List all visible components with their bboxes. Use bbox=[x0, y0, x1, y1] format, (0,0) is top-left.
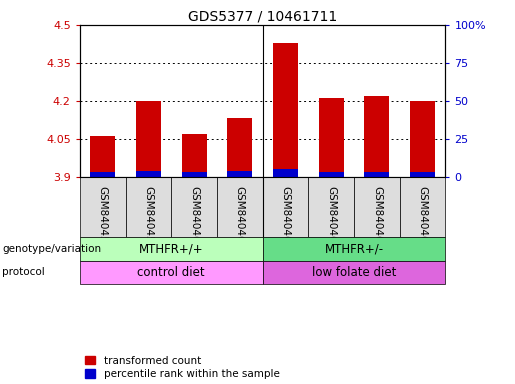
Bar bbox=[181, 134, 207, 177]
Bar bbox=[136, 170, 161, 177]
Bar bbox=[364, 96, 389, 177]
Text: GSM840460: GSM840460 bbox=[189, 186, 199, 249]
Bar bbox=[227, 170, 252, 177]
Text: low folate diet: low folate diet bbox=[312, 266, 396, 279]
Text: GSM840464: GSM840464 bbox=[372, 186, 382, 249]
Bar bbox=[319, 98, 344, 177]
Legend: transformed count, percentile rank within the sample: transformed count, percentile rank withi… bbox=[85, 356, 280, 379]
Bar bbox=[136, 101, 161, 177]
Bar bbox=[400, 177, 445, 237]
Bar bbox=[171, 177, 217, 237]
Title: GDS5377 / 10461711: GDS5377 / 10461711 bbox=[188, 10, 337, 24]
Bar bbox=[263, 177, 308, 237]
Text: GSM840458: GSM840458 bbox=[98, 186, 108, 249]
Text: MTHFR+/-: MTHFR+/- bbox=[324, 243, 384, 255]
Bar bbox=[410, 101, 435, 177]
Bar bbox=[273, 43, 298, 177]
Bar bbox=[181, 172, 207, 177]
Bar bbox=[227, 119, 252, 177]
Bar bbox=[217, 177, 263, 237]
Text: control diet: control diet bbox=[138, 266, 205, 279]
Text: GSM840462: GSM840462 bbox=[281, 186, 290, 249]
Text: GSM840465: GSM840465 bbox=[418, 186, 427, 249]
Bar bbox=[263, 261, 445, 284]
Bar bbox=[80, 177, 126, 237]
Bar bbox=[80, 261, 263, 284]
Bar bbox=[319, 172, 344, 177]
Bar bbox=[273, 169, 298, 177]
Bar bbox=[90, 136, 115, 177]
Text: genotype/variation: genotype/variation bbox=[2, 244, 101, 254]
Bar bbox=[364, 172, 389, 177]
Text: protocol: protocol bbox=[2, 267, 45, 278]
Bar bbox=[410, 172, 435, 177]
Text: MTHFR+/+: MTHFR+/+ bbox=[139, 243, 203, 255]
Text: GSM840461: GSM840461 bbox=[235, 186, 245, 249]
Bar bbox=[308, 177, 354, 237]
Bar bbox=[80, 237, 263, 261]
Text: GSM840459: GSM840459 bbox=[143, 186, 153, 249]
Text: GSM840463: GSM840463 bbox=[326, 186, 336, 249]
Bar bbox=[354, 177, 400, 237]
Bar bbox=[126, 177, 171, 237]
Bar bbox=[263, 237, 445, 261]
Bar bbox=[90, 172, 115, 177]
